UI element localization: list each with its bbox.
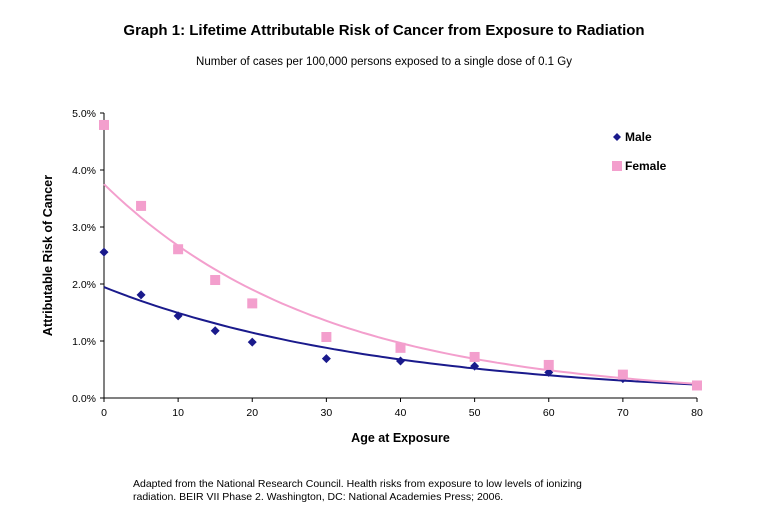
legend-label-female: Female — [625, 159, 667, 173]
x-tick-label: 20 — [246, 407, 258, 419]
x-axis-title: Age at Exposure — [351, 431, 450, 445]
x-tick-label: 30 — [321, 407, 333, 419]
point-female — [321, 332, 332, 343]
point-female — [173, 244, 184, 255]
source-line-2: radiation. BEIR VII Phase 2. Washington,… — [133, 491, 504, 503]
y-tick-label: 1.0% — [72, 336, 96, 348]
legend: Male Female — [612, 130, 667, 173]
trendlines — [103, 183, 698, 386]
y-tick-label: 0.0% — [72, 393, 96, 405]
point-female — [617, 369, 628, 380]
legend-marker-female — [612, 161, 622, 171]
point-male — [99, 247, 109, 257]
legend-label-male: Male — [625, 130, 652, 144]
scatter-chart: 0.0% 1.0% 2.0% 3.0% 4.0% 5.0% 0 10 20 30 40 50 60 70 8… — [41, 108, 703, 445]
point-female — [210, 275, 221, 286]
chart-axes: 0.0% 1.0% 2.0% 3.0% 4.0% 5.0% 0 10 20 30 40 50 60 70 8… — [72, 108, 703, 419]
x-tick-label: 40 — [395, 407, 407, 419]
data-points — [99, 119, 702, 391]
point-male — [321, 354, 331, 364]
y-tick-label: 2.0% — [72, 279, 96, 291]
x-tick-label: 60 — [543, 407, 555, 419]
point-female — [247, 298, 258, 309]
point-male — [247, 337, 257, 347]
point-male — [470, 361, 480, 371]
chart-subtitle: Number of cases per 100,000 persons expo… — [196, 56, 572, 68]
point-male — [173, 311, 183, 321]
point-female — [543, 359, 554, 370]
point-female — [136, 200, 147, 211]
y-tick-label: 3.0% — [72, 222, 96, 234]
point-male — [210, 326, 220, 336]
y-tick-label: 5.0% — [72, 108, 96, 120]
point-female — [469, 351, 480, 362]
x-tick-label: 10 — [172, 407, 184, 419]
point-female — [692, 380, 702, 391]
trendline-male — [103, 286, 698, 386]
source-note: Adapted from the National Research Counc… — [133, 478, 693, 504]
legend-marker-male — [613, 133, 621, 141]
x-tick-label: 0 — [101, 407, 107, 419]
point-female — [99, 119, 109, 130]
point-male — [544, 367, 554, 377]
y-tick-label: 4.0% — [72, 165, 96, 177]
x-tick-label: 70 — [617, 407, 629, 419]
source-line-1: Adapted from the National Research Counc… — [133, 478, 582, 490]
point-male — [136, 290, 146, 300]
x-tick-label: 80 — [691, 407, 703, 419]
point-female — [395, 342, 406, 353]
trendline-female — [103, 183, 698, 385]
point-male — [396, 356, 405, 366]
y-axis-title: Attributable Risk of Cancer — [41, 175, 55, 336]
chart-title: Graph 1: Lifetime Attributable Risk of C… — [123, 22, 645, 39]
x-tick-label: 50 — [469, 407, 481, 419]
